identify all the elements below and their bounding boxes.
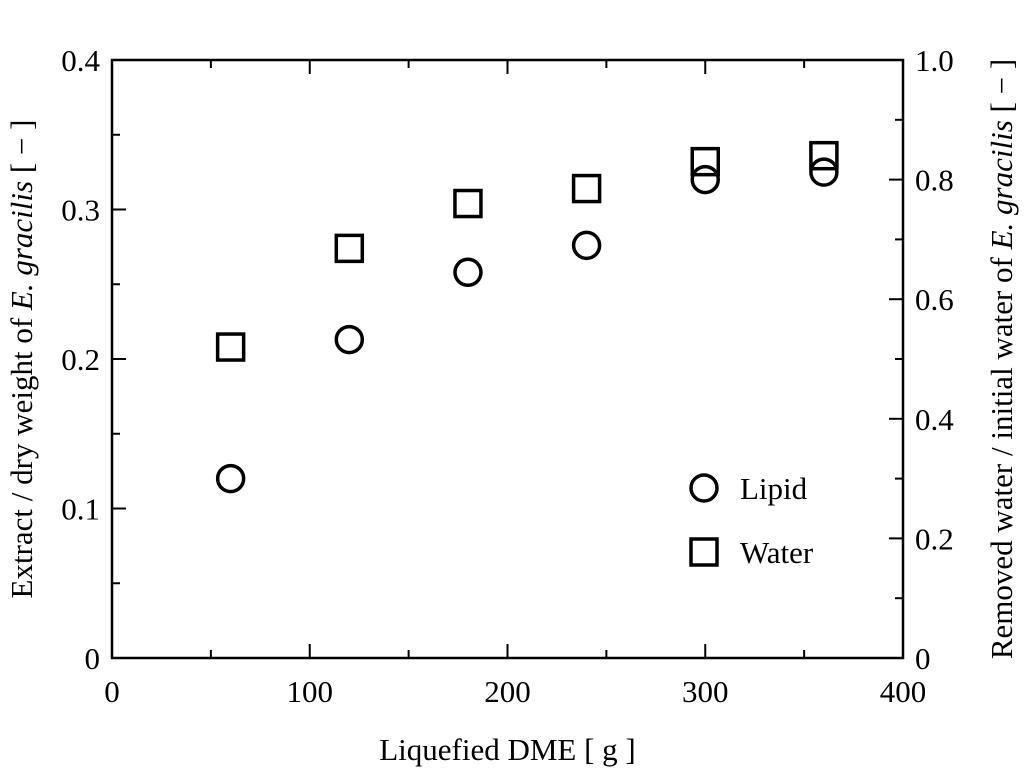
lipid-point (334, 324, 365, 355)
y-left-tick-label: 0.3 (61, 193, 100, 228)
x-tick-label: 400 (880, 674, 927, 709)
data-points (215, 140, 839, 494)
y-left-label-italic: E. gracilis (4, 181, 39, 311)
water-point (215, 332, 246, 362)
y-left-tick-label: 0.2 (61, 342, 100, 377)
y-right-label-part-3: [ − ] (984, 59, 1019, 120)
y-axis-left-label: Extract / dry weight of E. gracilis [ − … (4, 120, 39, 599)
y-left-label-part-3: [ − ] (4, 120, 39, 181)
water-point (453, 188, 483, 219)
water-point (809, 140, 839, 171)
y-right-label-italic: E. gracilis (984, 120, 1019, 250)
y-right-tick-label: 1.0 (915, 43, 954, 78)
legend: Lipid Water (689, 471, 814, 570)
x-tick-label: 0 (104, 674, 120, 709)
legend-water-label: Water (740, 535, 814, 570)
legend-lipid-label: Lipid (740, 471, 808, 506)
legend-water-marker (689, 537, 719, 567)
y-left-tick-label: 0.4 (61, 43, 100, 78)
lipid-point (690, 164, 720, 195)
y-right-tick-label: 0.2 (915, 521, 954, 556)
y-right-label-part-1: Removed water / initial water of (984, 249, 1019, 659)
x-tick-label: 300 (682, 674, 729, 709)
x-axis-label: Liquefied DME [ g ] (379, 732, 636, 767)
y-right-tick-label: 0 (915, 641, 931, 676)
y-left-tick-label: 0.1 (61, 492, 100, 527)
axis-ticks (111, 59, 904, 659)
water-point (571, 173, 602, 204)
x-tick-label: 100 (287, 674, 334, 709)
lipid-point (809, 157, 839, 187)
legend-lipid-marker (689, 473, 719, 503)
y-right-tick-label: 0.4 (915, 402, 954, 437)
lipid-point (453, 257, 483, 288)
water-point (334, 233, 365, 264)
x-tick-label: 200 (484, 674, 531, 709)
y-left-tick-label: 0 (85, 641, 101, 676)
y-right-tick-label: 0.8 (915, 163, 954, 198)
lipid-point (215, 463, 246, 494)
axis-tick-labels: 0 100 200 300 40000.10.20.30.400.20.40.60.81… (61, 43, 954, 709)
lipid-point (571, 230, 602, 261)
y-axis-right-label: Removed water / initial water of E. grac… (984, 59, 1019, 659)
y-right-tick-label: 0.6 (915, 282, 954, 317)
y-left-label-part-1: Extract / dry weight of (4, 310, 39, 598)
water-point (690, 146, 720, 177)
